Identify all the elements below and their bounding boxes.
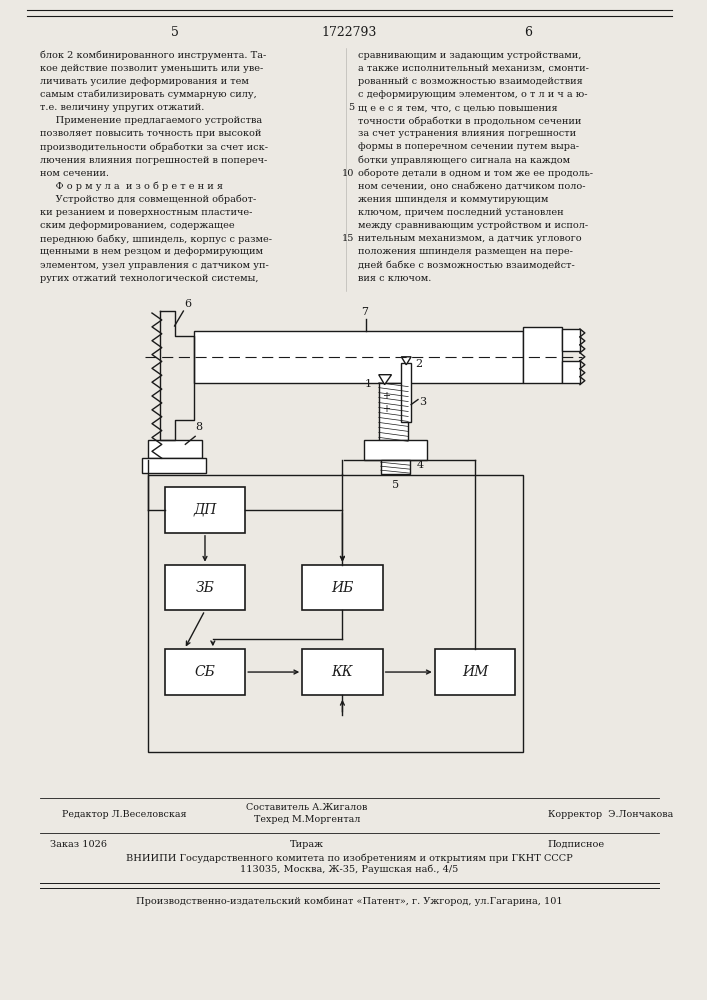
Bar: [194, 331, 523, 383]
Text: +: +: [382, 391, 390, 401]
Bar: [380, 460, 410, 474]
Bar: [562, 329, 580, 351]
Bar: [364, 440, 427, 460]
Text: ДП: ДП: [193, 503, 216, 517]
Text: ЗБ: ЗБ: [196, 581, 214, 595]
Text: 6: 6: [524, 26, 532, 39]
Bar: [165, 487, 245, 533]
Text: сравнивающим и задающим устройствами,: сравнивающим и задающим устройствами,: [358, 51, 581, 60]
Text: нительным механизмом, а датчик углового: нительным механизмом, а датчик углового: [358, 234, 582, 243]
Text: 15: 15: [341, 234, 354, 243]
Text: ВНИИПИ Государственного комитета по изобретениям и открытиям при ГКНТ СССР: ВНИИПИ Государственного комитета по изоб…: [126, 853, 573, 863]
Text: Техред М.Моргентал: Техред М.Моргентал: [254, 815, 361, 824]
Text: производительности обработки за счет иск-: производительности обработки за счет иск…: [40, 142, 268, 152]
Text: ским деформированием, содержащее: ским деформированием, содержащее: [40, 221, 235, 230]
Text: Тираж: Тираж: [290, 840, 324, 849]
Text: 6: 6: [185, 299, 192, 309]
Bar: [165, 565, 245, 610]
Text: Составитель А.Жигалов: Составитель А.Жигалов: [246, 803, 368, 812]
Text: ругих отжатий технологической системы,: ругих отжатий технологической системы,: [40, 274, 259, 283]
Text: 10: 10: [341, 169, 354, 178]
Text: дней бабке с возможностью взаимодейст-: дней бабке с возможностью взаимодейст-: [358, 261, 575, 270]
Text: 2: 2: [415, 359, 422, 369]
Text: между сравнивающим устройством и испол-: между сравнивающим устройством и испол-: [358, 221, 588, 230]
Text: щ е е с я тем, что, с целью повышения: щ е е с я тем, что, с целью повышения: [358, 103, 558, 112]
Text: ном сечении, оно снабжено датчиком поло-: ном сечении, оно снабжено датчиком поло-: [358, 182, 585, 191]
Text: с деформирующим элементом, о т л и ч а ю-: с деформирующим элементом, о т л и ч а ю…: [358, 90, 588, 99]
Text: а также исполнительный механизм, смонти-: а также исполнительный механизм, смонти-: [358, 64, 589, 73]
Bar: [302, 649, 382, 695]
Text: Подписное: Подписное: [547, 840, 604, 849]
Text: переднюю бабку, шпиндель, корпус с разме-: переднюю бабку, шпиндель, корпус с разме…: [40, 234, 272, 244]
Bar: [148, 475, 523, 752]
Text: 7: 7: [361, 307, 368, 317]
Text: за счет устранения влияния погрешности: за счет устранения влияния погрешности: [358, 129, 576, 138]
Text: жения шпинделя и коммутирующим: жения шпинделя и коммутирующим: [358, 195, 549, 204]
Text: 1: 1: [365, 379, 372, 389]
Text: ном сечении.: ном сечении.: [40, 169, 109, 178]
Text: Применение предлагаемого устройства: Применение предлагаемого устройства: [40, 116, 262, 125]
Text: 4: 4: [417, 460, 424, 470]
Text: КК: КК: [332, 665, 354, 679]
Text: рованный с возможностью взаимодействия: рованный с возможностью взаимодействия: [358, 77, 583, 86]
Text: СБ: СБ: [194, 665, 216, 679]
Text: 5: 5: [170, 26, 178, 39]
Text: Корректор  Э.Лончакова: Корректор Э.Лончакова: [547, 810, 673, 819]
Text: 3: 3: [419, 397, 426, 407]
Text: позволяет повысить точность при высокой: позволяет повысить точность при высокой: [40, 129, 262, 138]
Bar: [523, 327, 562, 383]
Bar: [435, 649, 515, 695]
Text: самым стабилизировать суммарную силу,: самым стабилизировать суммарную силу,: [40, 90, 257, 99]
Bar: [379, 383, 408, 440]
Text: +: +: [382, 404, 390, 414]
Bar: [302, 565, 382, 610]
Text: 8: 8: [195, 422, 202, 432]
Text: 113035, Москва, Ж-35, Раушская наб., 4/5: 113035, Москва, Ж-35, Раушская наб., 4/5: [240, 865, 458, 874]
Text: формы в поперечном сечении путем выра-: формы в поперечном сечении путем выра-: [358, 142, 579, 151]
Text: положения шпинделя размещен на пере-: положения шпинделя размещен на пере-: [358, 247, 573, 256]
Text: 1722793: 1722793: [322, 26, 377, 39]
Text: Устройство для совмещенной обработ-: Устройство для совмещенной обработ-: [40, 195, 257, 204]
Text: ИБ: ИБ: [331, 581, 354, 595]
Text: Редактор Л.Веселовская: Редактор Л.Веселовская: [62, 810, 187, 819]
Text: кое действие позволит уменьшить или уве-: кое действие позволит уменьшить или уве-: [40, 64, 263, 73]
Text: ИМ: ИМ: [462, 665, 488, 679]
Text: личивать усилие деформирования и тем: личивать усилие деформирования и тем: [40, 77, 249, 86]
Text: точности обработки в продольном сечении: точности обработки в продольном сечении: [358, 116, 581, 126]
Bar: [165, 649, 245, 695]
Bar: [148, 440, 202, 458]
Text: Производственно-издательский комбинат «Патент», г. Ужгород, ул.Гагарина, 101: Производственно-издательский комбинат «П…: [136, 897, 563, 906]
Bar: [402, 363, 411, 422]
Text: 5: 5: [392, 480, 399, 490]
Text: блок 2 комбинированного инструмента. Та-: блок 2 комбинированного инструмента. Та-: [40, 51, 267, 60]
Text: т.е. величину упругих отжатий.: т.е. величину упругих отжатий.: [40, 103, 204, 112]
Text: Заказ 1026: Заказ 1026: [50, 840, 107, 849]
Text: вия с ключом.: вия с ключом.: [358, 274, 431, 283]
Text: Ф о р м у л а  и з о б р е т е н и я: Ф о р м у л а и з о б р е т е н и я: [40, 182, 223, 191]
Text: лючения влияния погрешностей в попереч-: лючения влияния погрешностей в попереч-: [40, 156, 267, 165]
Bar: [142, 458, 206, 473]
Text: ключом, причем последний установлен: ключом, причем последний установлен: [358, 208, 563, 217]
Text: ки резанием и поверхностным пластиче-: ки резанием и поверхностным пластиче-: [40, 208, 252, 217]
Polygon shape: [379, 375, 392, 385]
Text: 5: 5: [348, 103, 354, 112]
Text: щенными в нем резцом и деформирующим: щенными в нем резцом и деформирующим: [40, 247, 263, 256]
Text: обороте детали в одном и том же ее продоль-: обороте детали в одном и том же ее продо…: [358, 169, 593, 178]
Polygon shape: [402, 357, 411, 365]
Text: ботки управляющего сигнала на каждом: ботки управляющего сигнала на каждом: [358, 156, 571, 165]
Text: элементом, узел управления с датчиком уп-: элементом, узел управления с датчиком уп…: [40, 261, 269, 270]
Bar: [562, 361, 580, 383]
